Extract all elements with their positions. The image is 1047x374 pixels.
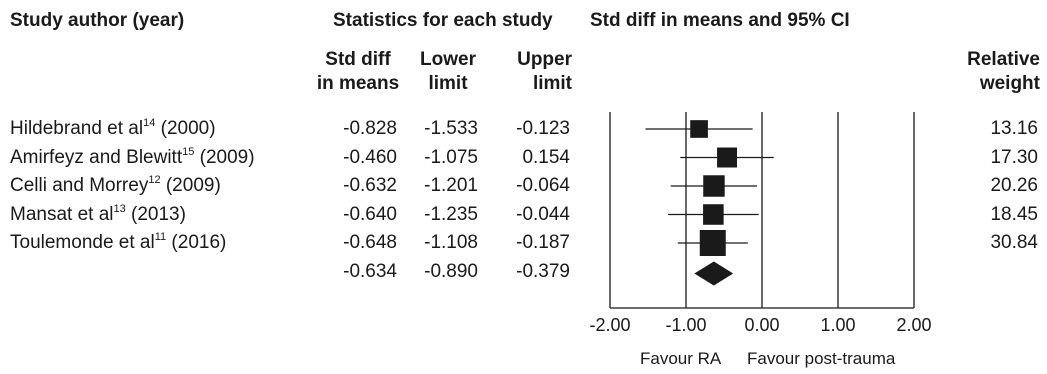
study-weight: 17.30 bbox=[990, 146, 1038, 168]
favour-right-label: Favour post-trauma bbox=[747, 349, 896, 368]
study-weight: 18.45 bbox=[990, 203, 1038, 225]
col-header-upper-line1: Upper bbox=[517, 49, 572, 70]
study-marker bbox=[717, 147, 738, 168]
x-tick-label: -1.00 bbox=[665, 315, 706, 335]
study-ref: 12 bbox=[148, 174, 161, 186]
study-author: Mansat et al bbox=[10, 203, 114, 225]
study-weight: 30.84 bbox=[990, 232, 1038, 253]
study-lower: -1.235 bbox=[424, 203, 478, 225]
study-lower: -1.108 bbox=[424, 232, 478, 253]
x-tick-label: 0.00 bbox=[744, 315, 779, 335]
study-ref: 14 bbox=[143, 117, 156, 129]
study-year: (2013) bbox=[131, 203, 186, 225]
study-year: (2000) bbox=[160, 118, 216, 139]
study-weight: 20.26 bbox=[990, 175, 1038, 196]
study-upper: 0.154 bbox=[522, 146, 570, 168]
study-year: (2009) bbox=[199, 146, 255, 168]
study-marker bbox=[703, 204, 724, 225]
study-lower: -1.533 bbox=[424, 118, 478, 139]
study-lower: -1.075 bbox=[424, 146, 478, 168]
study-name: Amirfeyz and Blewitt15 (2009) bbox=[10, 145, 255, 169]
study-author: Celli and Morrey bbox=[10, 175, 149, 196]
study-name: Celli and Morrey12 (2009) bbox=[10, 174, 221, 197]
x-tick-label: -2.00 bbox=[589, 315, 630, 335]
col-header-weight-line1: Relative bbox=[967, 49, 1040, 70]
col-header-smd-line2: in means bbox=[316, 73, 400, 94]
study-year: (2009) bbox=[165, 175, 221, 196]
col-header-smd-line1: Std diff bbox=[325, 49, 391, 70]
col-header-lower-line2: limit bbox=[428, 73, 468, 94]
study-ref: 11 bbox=[154, 231, 167, 243]
study-smd: -0.648 bbox=[343, 232, 397, 253]
study-smd: -0.640 bbox=[343, 203, 397, 225]
study-author: Toulemonde et al bbox=[10, 232, 155, 253]
study-smd: -0.828 bbox=[343, 118, 397, 139]
study-name: Hildebrand et al14 (2000) bbox=[10, 117, 216, 140]
study-weight: 13.16 bbox=[990, 118, 1038, 139]
study-name: Toulemonde et al11 (2016) bbox=[10, 231, 227, 254]
study-marker bbox=[703, 175, 725, 197]
study-smd: -0.460 bbox=[343, 146, 397, 168]
study-ref: 13 bbox=[113, 202, 126, 215]
x-tick-label: 2.00 bbox=[896, 315, 931, 335]
col-header-lower: Lower limit bbox=[408, 48, 488, 96]
x-tick-label: 1.00 bbox=[820, 315, 855, 335]
study-upper: -0.123 bbox=[516, 118, 570, 139]
summary-upper: -0.379 bbox=[516, 260, 570, 282]
study-ref: 15 bbox=[182, 145, 195, 158]
col-header-weight-line2: weight bbox=[979, 73, 1040, 94]
study-marker bbox=[690, 120, 708, 138]
header-study: Study author (year) bbox=[10, 10, 185, 31]
study-author: Hildebrand et al bbox=[10, 118, 144, 139]
study-author: Amirfeyz and Blewitt bbox=[10, 146, 183, 168]
study-upper: -0.064 bbox=[516, 175, 570, 196]
col-header-upper: Upper limit bbox=[490, 48, 572, 96]
study-marker bbox=[699, 230, 726, 256]
study-lower: -1.201 bbox=[424, 175, 478, 196]
favour-left-label: Favour RA bbox=[640, 349, 722, 368]
summary-lower: -0.890 bbox=[424, 260, 478, 282]
header-ci: Std diff in means and 95% CI bbox=[590, 10, 850, 31]
col-header-weight: Relative weight bbox=[940, 48, 1040, 96]
col-header-upper-line2: limit bbox=[532, 73, 572, 94]
col-header-smd: Std diff in means bbox=[308, 48, 408, 96]
col-header-lower-line1: Lower bbox=[420, 49, 476, 70]
study-name: Mansat et al13 (2013) bbox=[10, 202, 186, 226]
summary-diamond bbox=[694, 261, 734, 286]
study-upper: -0.044 bbox=[516, 203, 570, 225]
study-smd: -0.632 bbox=[343, 175, 397, 196]
header-statistics: Statistics for each study bbox=[333, 10, 553, 31]
summary-smd: -0.634 bbox=[343, 260, 397, 282]
study-year: (2016) bbox=[171, 232, 227, 253]
study-upper: -0.187 bbox=[516, 232, 570, 253]
